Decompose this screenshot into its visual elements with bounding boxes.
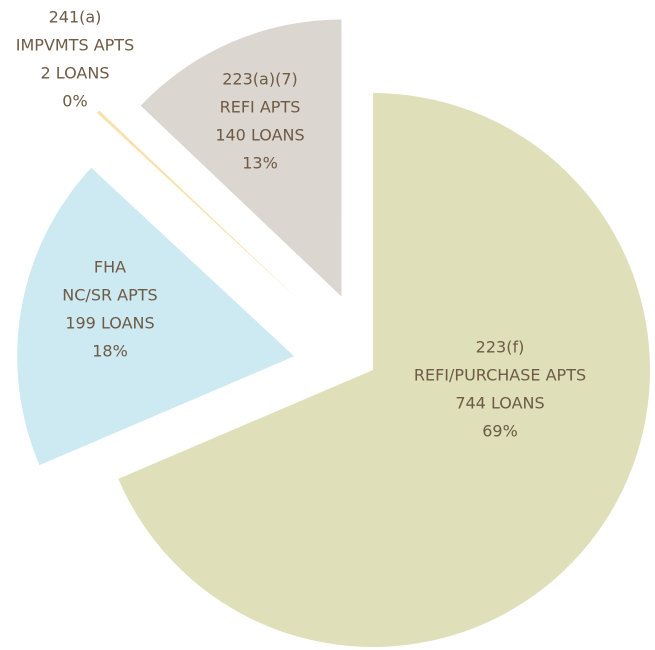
slice-label: 140 LOANS [215,126,304,145]
pie-slice [140,19,342,297]
slice-label: 0% [62,92,87,111]
slice-label: FHA [94,258,126,277]
pie-slice [118,93,650,648]
slice-label: 2 LOANS [41,64,110,83]
slice-label: NC/SR APTS [62,286,157,305]
slice-label: 18% [92,342,128,361]
pie-slice [17,167,295,466]
slice-label: REFI APTS [220,98,301,117]
slice-label: 223(f) [476,338,525,357]
slice-label: 199 LOANS [65,314,154,333]
slice-label: REFI/PURCHASE APTS [414,366,586,385]
slice-label: 744 LOANS [455,394,544,413]
slice-label: 69% [482,422,518,441]
slice-label: IMPVMTS APTS [16,36,134,55]
slice-label: 223(a)(7) [222,70,298,89]
slice-label: 241(a) [49,8,102,27]
slice-label: 13% [242,154,278,173]
pie-slice [97,110,301,302]
